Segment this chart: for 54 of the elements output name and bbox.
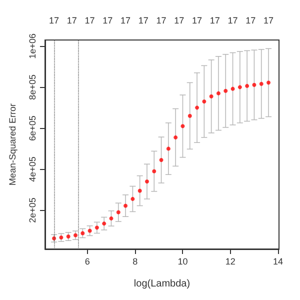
point bbox=[230, 86, 235, 91]
text: 17 bbox=[84, 16, 95, 26]
y-axis-title: Mean-Squared Error bbox=[8, 103, 18, 186]
point bbox=[245, 84, 250, 88]
x-tick-label: 14 bbox=[273, 256, 284, 266]
point bbox=[152, 169, 156, 174]
text: 17 bbox=[102, 16, 113, 26]
text: 17 bbox=[138, 16, 148, 26]
point bbox=[209, 94, 214, 98]
point bbox=[224, 88, 228, 93]
point bbox=[102, 222, 106, 226]
text: 17 bbox=[192, 16, 202, 26]
point bbox=[166, 146, 170, 151]
x-tick-label: 8 bbox=[132, 256, 138, 266]
point bbox=[266, 80, 271, 85]
point bbox=[109, 216, 114, 220]
point bbox=[252, 82, 256, 87]
point bbox=[138, 188, 142, 193]
x-tick-label: 10 bbox=[178, 256, 188, 266]
text: 17 bbox=[174, 16, 184, 26]
text: 17 bbox=[246, 16, 256, 26]
text: 17 bbox=[49, 16, 60, 26]
x-tick-label: 12 bbox=[225, 256, 236, 266]
y-tick-label: 4e+05 bbox=[28, 156, 38, 182]
point bbox=[74, 233, 78, 238]
point bbox=[202, 100, 206, 104]
x-axis-title: log(Lambda) bbox=[134, 278, 190, 290]
text: 17 bbox=[228, 16, 238, 26]
y-tick-label: 2e+05 bbox=[28, 198, 38, 223]
point bbox=[144, 180, 149, 184]
point bbox=[80, 231, 85, 236]
text: 17 bbox=[156, 16, 166, 26]
point bbox=[130, 196, 135, 201]
text: 17 bbox=[264, 16, 274, 26]
point bbox=[88, 228, 92, 233]
point bbox=[159, 158, 164, 162]
point bbox=[238, 85, 242, 90]
y-tick-label: 8e+05 bbox=[28, 74, 38, 100]
text: 17 bbox=[66, 16, 77, 26]
y-tick-label: 1e+06 bbox=[28, 34, 38, 59]
text: 17 bbox=[210, 16, 220, 26]
point bbox=[174, 135, 178, 140]
point bbox=[66, 234, 70, 238]
point bbox=[116, 210, 120, 214]
point bbox=[216, 91, 220, 96]
text: 17 bbox=[120, 16, 131, 26]
point bbox=[188, 114, 192, 118]
point bbox=[94, 226, 99, 230]
point bbox=[195, 106, 200, 110]
point bbox=[180, 124, 185, 128]
point bbox=[259, 82, 264, 86]
point bbox=[124, 204, 128, 208]
y-tick-label: 6e+05 bbox=[28, 116, 38, 141]
x-tick-label: 6 bbox=[84, 256, 90, 266]
